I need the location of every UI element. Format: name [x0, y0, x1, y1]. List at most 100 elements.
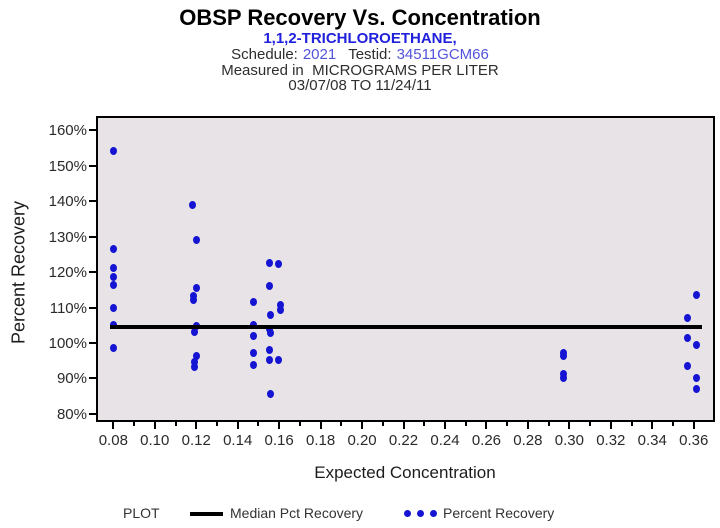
data-point — [109, 320, 117, 329]
y-tick-label: 160% — [48, 122, 87, 140]
data-point — [192, 352, 200, 361]
x-tick — [402, 422, 405, 429]
x-tick — [319, 422, 322, 429]
x-tick-label: 0.14 — [223, 432, 253, 449]
x-minor-tick — [381, 422, 384, 426]
y-tick — [89, 164, 96, 167]
x-tick — [692, 422, 695, 429]
x-minor-tick — [589, 422, 592, 426]
analyte-subtitle: 1,1,2-TRICHLOROETHANE, — [0, 31, 720, 47]
y-tick — [89, 412, 96, 415]
x-tick — [112, 422, 115, 429]
y-tick — [89, 235, 96, 238]
data-point — [266, 346, 274, 355]
y-tick-label: 140% — [48, 193, 87, 211]
y-tick — [89, 341, 96, 344]
x-tick-label: 0.12 — [181, 432, 211, 449]
x-tick — [485, 422, 488, 429]
y-axis-title: Percent Recovery — [8, 200, 29, 345]
testid-value: 34511GCM66 — [396, 46, 489, 63]
chart-title: OBSP Recovery Vs. Concentration — [179, 5, 541, 30]
x-tick — [443, 422, 446, 429]
x-minor-tick — [630, 422, 633, 426]
x-tick-label: 0.10 — [140, 432, 170, 449]
data-point — [190, 363, 198, 372]
data-point — [684, 314, 691, 323]
data-point — [684, 333, 691, 342]
data-point — [109, 273, 117, 282]
data-point — [109, 303, 117, 312]
y-tick — [89, 129, 96, 132]
x-tick — [236, 422, 239, 429]
y-tick-label: 100% — [48, 334, 87, 352]
x-minor-tick — [215, 422, 218, 426]
x-tick — [526, 422, 529, 429]
x-minor-tick — [547, 422, 550, 426]
x-tick-label: 0.32 — [596, 432, 626, 449]
testid-label: Testid: — [348, 46, 392, 63]
x-tick-label: 0.22 — [388, 432, 419, 449]
x-tick — [609, 422, 612, 429]
data-point — [559, 373, 567, 382]
x-tick-label: 0.34 — [637, 432, 667, 449]
data-point — [109, 244, 117, 253]
data-point — [693, 340, 701, 349]
legend: PLOT Median Pct Recovery Percent Recover… — [0, 503, 720, 525]
data-point — [684, 362, 691, 371]
data-point — [109, 281, 117, 290]
data-point — [249, 298, 257, 307]
scatter-dot-icon — [417, 510, 424, 517]
date-range-line: 03/07/08 TO 11/24/11 — [288, 77, 432, 94]
data-point — [109, 344, 117, 353]
median-line-symbol — [190, 512, 223, 516]
x-tick-label: 0.36 — [679, 432, 709, 449]
x-tick-label: 0.08 — [98, 432, 128, 449]
y-tick-label: 90% — [56, 370, 87, 388]
data-point — [274, 356, 282, 365]
data-point — [188, 200, 196, 209]
x-tick-label: 0.30 — [554, 432, 584, 449]
legend-points-label: Percent Recovery — [443, 505, 555, 521]
x-tick-label: 0.20 — [347, 432, 377, 449]
x-minor-tick — [340, 422, 343, 426]
y-tick-label: 130% — [48, 228, 87, 246]
data-point — [276, 305, 284, 314]
x-axis-title: Expected Concentration — [314, 463, 496, 482]
y-tick-label: 150% — [48, 157, 87, 175]
x-tick — [153, 422, 156, 429]
legend-plot-label: PLOT — [123, 505, 160, 521]
x-tick-label: 0.24 — [430, 432, 460, 449]
x-tick — [568, 422, 571, 429]
scatter-dot-icon — [404, 510, 411, 517]
data-point — [267, 311, 275, 320]
schedule-testid-line: Schedule: 2021 Testid: 34511GCM66 — [0, 47, 720, 63]
data-point — [192, 283, 200, 292]
y-tick — [89, 377, 96, 380]
schedule-label: Schedule: — [231, 46, 298, 63]
y-tick — [89, 271, 96, 274]
x-tick-label: 0.18 — [306, 432, 336, 449]
units-line: Measured in MICROGRAMS PER LITER — [221, 61, 499, 79]
schedule-value: 2021 — [302, 46, 337, 63]
data-point — [559, 352, 567, 361]
x-minor-tick — [133, 422, 136, 426]
x-tick — [361, 422, 364, 429]
data-point — [249, 361, 257, 370]
data-point — [109, 264, 117, 273]
data-point — [267, 328, 275, 337]
data-point — [249, 348, 257, 357]
data-point — [693, 291, 701, 300]
data-point — [276, 300, 284, 309]
y-tick-label: 110% — [49, 299, 87, 317]
median-line — [110, 325, 702, 330]
data-point — [109, 147, 117, 156]
data-point — [266, 356, 274, 365]
data-point — [190, 327, 198, 336]
x-minor-tick — [298, 422, 301, 426]
data-point — [693, 374, 701, 383]
legend-median-label: Median Pct Recovery — [230, 505, 364, 521]
data-point — [192, 236, 200, 245]
scatter-dot-icon — [430, 510, 437, 517]
y-tick — [89, 306, 96, 309]
x-tick-label: 0.28 — [513, 432, 543, 449]
